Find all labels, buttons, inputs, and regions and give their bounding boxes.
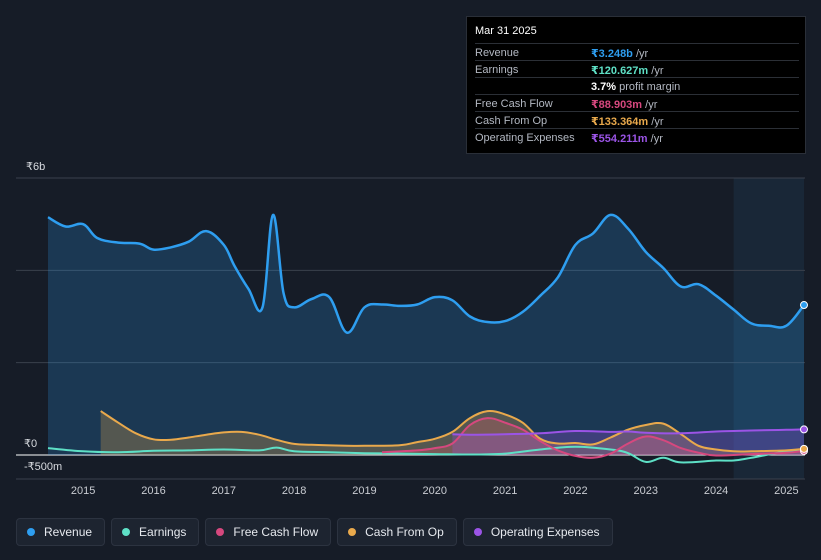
legend-dot-icon [473,528,482,536]
tooltip-row: Free Cash Flow ₹88.903m /yr [475,94,799,112]
x-tick-2017: 2017 [211,485,237,497]
data-tooltip: Mar 31 2025 Revenue ₹3.248b /yr Earnings ₹1… [466,16,806,154]
tooltip-row-value: ₹88.903m /yr [591,99,658,111]
free-cash-flow-area [382,418,804,458]
legend-dot-icon [27,528,35,536]
tooltip-row: 3.7% profit margin [475,77,799,95]
x-tick-2025: 2025 [774,485,799,497]
y-axis-bottom-label: -₹500m [24,461,63,473]
tooltip-date: Mar 31 2025 [475,25,537,37]
tooltip-row-value: ₹554.211m /yr [591,133,663,145]
tooltip-row: Earnings ₹120.627m /yr [475,60,799,78]
tooltip-row-label: Cash From Op [475,115,548,127]
tooltip-row-value: ₹3.248b /yr [591,48,649,60]
cash-from-op-endpoint [800,444,808,453]
x-tick-2020: 2020 [422,485,448,497]
legend-dot-icon [348,528,357,536]
operating-expenses-endpoint [800,425,808,434]
legend-dot-icon [122,528,131,536]
legend-operating-expenses[interactable]: Operating Expenses [462,518,613,546]
legend-label: Earnings [139,525,187,539]
legend-free-cash-flow[interactable]: Free Cash Flow [205,518,332,546]
tooltip-row: Cash From Op ₹133.364m /yr [475,111,799,129]
legend-label: Revenue [44,525,93,539]
chart-legend: Revenue Earnings Free Cash Flow Cash From O… [16,518,613,548]
x-tick-2016: 2016 [141,485,166,497]
tooltip-row-label: Free Cash Flow [475,98,553,110]
x-tick-2021: 2021 [492,485,518,497]
tooltip-row: Operating Expenses ₹554.211m /yr [475,128,799,146]
legend-revenue[interactable]: Revenue [16,518,106,546]
x-tick-2023: 2023 [633,485,658,497]
y-axis-top-label: ₹6b [26,161,46,173]
series-lines [47,213,805,464]
x-tick-2024: 2024 [703,485,729,497]
tooltip-row: Revenue ₹3.248b /yr [475,43,799,61]
x-tick-2015: 2015 [70,485,96,497]
x-tick-2022: 2022 [563,485,588,497]
x-tick-2019: 2019 [352,485,377,497]
series-endpoints [800,301,808,455]
tooltip-row-value: ₹133.364m /yr [591,116,664,128]
revenue-area [48,214,804,455]
revenue-endpoint [800,301,808,310]
operating-expenses-line [452,428,805,436]
x-tick-2018: 2018 [281,485,307,497]
tooltip-row-value: 3.7% profit margin [591,81,681,93]
tooltip-row-label: Revenue [475,47,520,59]
legend-label: Free Cash Flow [233,525,319,539]
legend-dot-icon [216,528,225,536]
legend-label: Operating Expenses [490,525,600,539]
series-areas [48,214,804,458]
y-axis-zero-label: ₹0 [24,438,38,450]
gridlines [16,177,805,480]
revenue-line [47,213,805,334]
legend-label: Cash From Op [365,525,444,539]
legend-earnings[interactable]: Earnings [111,518,200,546]
legend-cash-from-op[interactable]: Cash From Op [337,518,457,546]
tooltip-row-value: ₹120.627m /yr [591,65,664,77]
tooltip-row-label: Operating Expenses [475,132,575,144]
earnings-line [47,445,805,464]
tooltip-row-label: Earnings [475,64,519,76]
